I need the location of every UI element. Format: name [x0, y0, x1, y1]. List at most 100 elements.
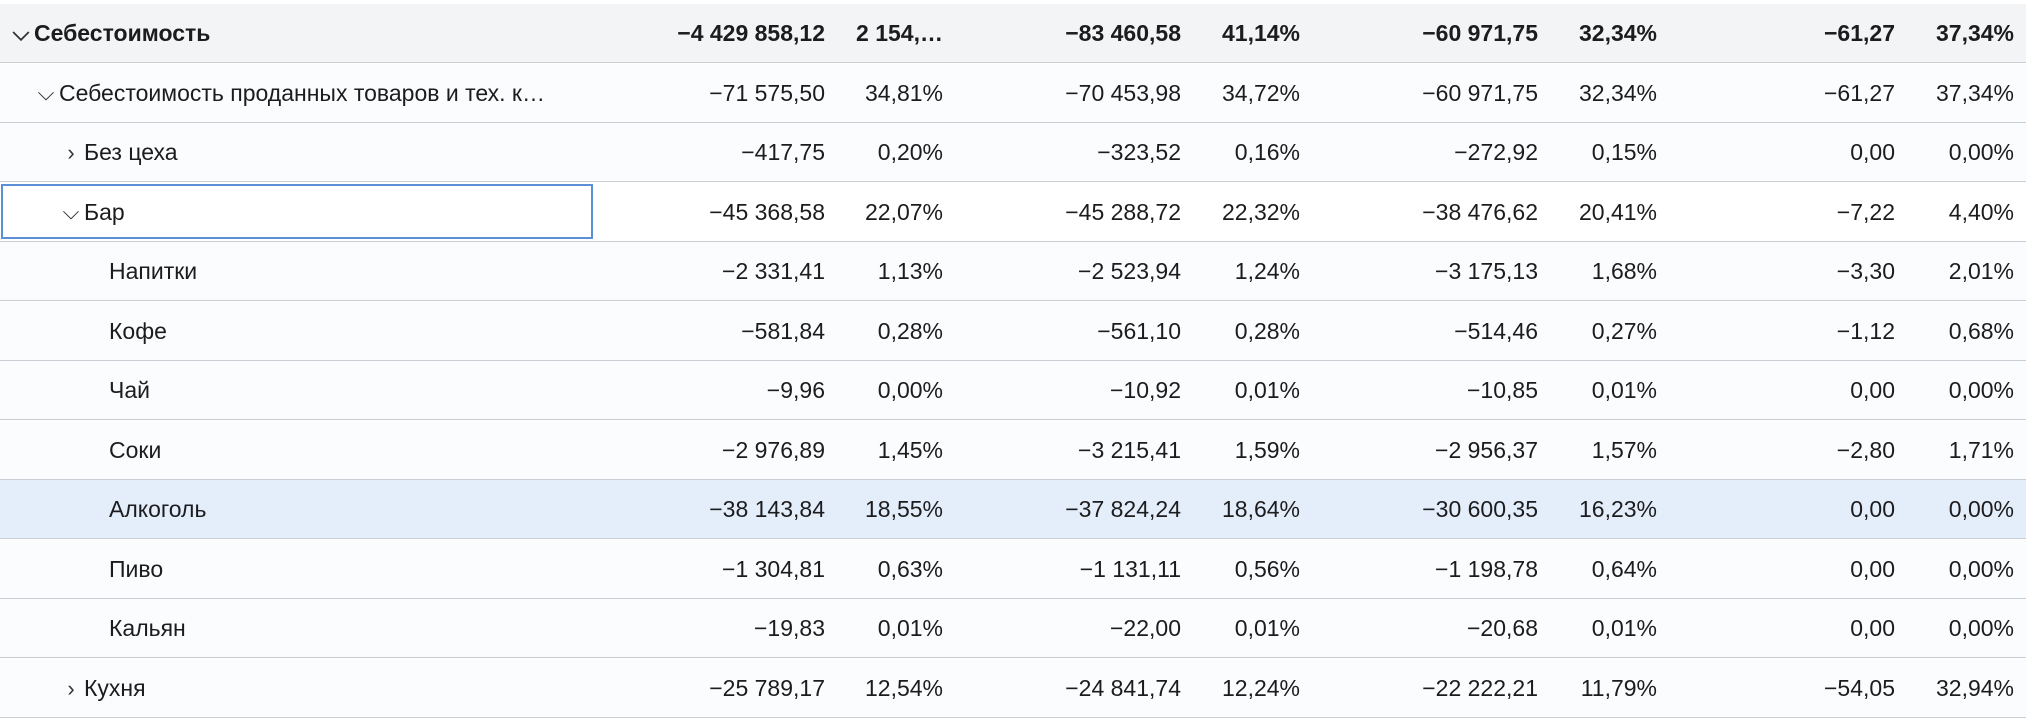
- row-name-cell[interactable]: ⌵ Себестоимость проданных товаров и тех. …: [0, 64, 631, 123]
- percent-4-cell: 1,71%: [1948, 436, 2014, 463]
- table-row[interactable]: Соки −2 976,89 1,45% −3 215,41 1,59% −2 956,3…: [0, 420, 2026, 480]
- percent-4-cell: 0,68%: [1948, 317, 2014, 344]
- percent-3-cell: 32,34%: [1578, 79, 1657, 106]
- row-name-cell[interactable]: › Кухня: [0, 659, 656, 718]
- table-row[interactable]: Кальян −19,83 0,01% −22,00 0,01% −20,68 0,01% 0…: [0, 599, 2026, 658]
- percent-2-cell: 0,01%: [1234, 615, 1300, 641]
- percent-2-cell: 1,59%: [1234, 436, 1300, 463]
- value-2-cell: −1 131,11: [1079, 555, 1181, 582]
- value-1-cell: −2 976,89: [722, 436, 825, 463]
- value-2-cell: −2 523,94: [1078, 258, 1181, 284]
- percent-3-cell: 0,64%: [1591, 555, 1657, 582]
- percent-2-cell: 0,01%: [1234, 377, 1300, 403]
- percent-2-cell: 0,28%: [1234, 317, 1300, 344]
- value-2-cell: −24 841,74: [1065, 674, 1181, 701]
- table-row[interactable]: Чай −9,96 0,00% −10,92 0,01% −10,85 0,01% 0,00 0…: [0, 361, 2026, 420]
- row-name-cell[interactable]: Напитки: [0, 242, 681, 301]
- value-4-cell: −61,27: [1824, 20, 1895, 46]
- percent-1-cell: 0,20%: [877, 139, 943, 165]
- value-4-cell: 0,00: [1850, 555, 1895, 582]
- percent-3-cell: 0,27%: [1591, 317, 1657, 344]
- value-4-cell: 0,00: [1850, 496, 1895, 522]
- percent-1-cell: 22,07%: [864, 198, 943, 225]
- percent-4-cell: 2,01%: [1948, 258, 2014, 284]
- chevron-down-icon[interactable]: ⌵: [12, 20, 30, 45]
- table-row[interactable]: ⌵ Бар −45 368,58 22,07% −45 288,72 22,32% −38 …: [0, 182, 2026, 242]
- value-1-cell: −45 368,58: [709, 198, 825, 225]
- percent-1-cell: 0,01%: [877, 615, 943, 641]
- value-2-cell: −561,10: [1097, 317, 1181, 344]
- row-label: Соки: [109, 436, 162, 463]
- row-name-cell[interactable]: Пиво: [0, 540, 681, 599]
- percent-1-cell: 0,63%: [877, 555, 943, 582]
- percent-1-cell: 1,45%: [877, 436, 943, 463]
- table-row[interactable]: Кофе −581,84 0,28% −561,10 0,28% −514,46 0,27%…: [0, 301, 2026, 361]
- value-4-cell: −61,27: [1824, 79, 1895, 106]
- percent-4-cell: 4,40%: [1948, 198, 2014, 225]
- percent-3-cell: 20,41%: [1578, 198, 1657, 225]
- percent-2-cell: 34,72%: [1221, 79, 1300, 106]
- row-name-cell[interactable]: ⌵ Себестоимость: [0, 4, 606, 63]
- value-1-cell: −1 304,81: [722, 555, 825, 582]
- row-name-cell[interactable]: › Без цеха: [0, 123, 656, 182]
- value-3-cell: −60 971,75: [1422, 79, 1538, 106]
- percent-2-cell: 0,16%: [1234, 139, 1300, 165]
- percent-1-cell: 34,81%: [864, 79, 943, 106]
- row-name-cell[interactable]: ⌵ Бар: [0, 183, 656, 242]
- percent-3-cell: 1,57%: [1591, 436, 1657, 463]
- percent-1-cell: 18,55%: [864, 496, 943, 522]
- value-3-cell: −22 222,21: [1422, 674, 1538, 701]
- table-row-total[interactable]: ⌵ Себестоимость −4 429 858,12 2 154,… −83 46…: [0, 4, 2026, 63]
- table-row[interactable]: › Без цеха −417,75 0,20% −323,52 0,16% −272,92…: [0, 123, 2026, 182]
- row-name-cell[interactable]: Чай: [0, 361, 681, 420]
- table-row[interactable]: Напитки −2 331,41 1,13% −2 523,94 1,24% −3 17…: [0, 242, 2026, 301]
- value-4-cell: 0,00: [1850, 139, 1895, 165]
- value-1-cell: −71 575,50: [709, 79, 825, 106]
- row-name-cell[interactable]: Соки: [0, 421, 681, 480]
- chevron-down-icon[interactable]: ⌵: [37, 79, 55, 105]
- row-name-cell[interactable]: Алкоголь: [0, 480, 681, 539]
- percent-4-cell: 37,34%: [1935, 79, 2014, 106]
- row-label: Пиво: [109, 555, 164, 582]
- value-3-cell: −514,46: [1454, 317, 1538, 344]
- chevron-right-icon[interactable]: ›: [67, 675, 75, 701]
- value-3-cell: −10,85: [1467, 377, 1538, 403]
- percent-2-cell: 22,32%: [1221, 198, 1300, 225]
- value-3-cell: −30 600,35: [1422, 496, 1538, 522]
- table-row[interactable]: Пиво −1 304,81 0,63% −1 131,11 0,56% −1 198,7…: [0, 539, 2026, 599]
- row-name-cell[interactable]: Кальян: [0, 599, 681, 658]
- row-label: Чай: [109, 377, 150, 403]
- row-label: Кофе: [109, 317, 167, 344]
- percent-1-cell: 12,54%: [864, 674, 943, 701]
- percent-2-cell: 0,56%: [1234, 555, 1300, 582]
- value-1-cell: −38 143,84: [709, 496, 825, 522]
- percent-3-cell: 32,34%: [1578, 20, 1657, 46]
- value-1-cell: −2 331,41: [722, 258, 825, 284]
- value-4-cell: −2,80: [1836, 436, 1895, 463]
- percent-2-cell: 18,64%: [1221, 496, 1300, 522]
- percent-3-cell: 0,01%: [1591, 377, 1657, 403]
- percent-4-cell: 0,00%: [1948, 555, 2014, 582]
- row-label: Кухня: [84, 674, 146, 701]
- table-row[interactable]: ⌵ Себестоимость проданных товаров и тех. …: [0, 63, 2026, 123]
- value-2-cell: −83 460,58: [1065, 20, 1181, 46]
- value-1-cell: −417,75: [741, 139, 825, 165]
- row-name-cell[interactable]: Кофе: [0, 302, 681, 361]
- value-2-cell: −323,52: [1097, 139, 1181, 165]
- percent-1-cell: 2 154,…: [856, 20, 943, 46]
- percent-4-cell: 32,94%: [1935, 674, 2014, 701]
- value-3-cell: −1 198,78: [1435, 555, 1538, 582]
- chevron-down-icon[interactable]: ⌵: [62, 198, 80, 224]
- value-2-cell: −45 288,72: [1065, 198, 1181, 225]
- value-3-cell: −2 956,37: [1435, 436, 1538, 463]
- table-row[interactable]: Алкоголь −38 143,84 18,55% −37 824,24 18,64%…: [0, 480, 2026, 539]
- table-row[interactable]: › Кухня −25 789,17 12,54% −24 841,74 12,24% −2…: [0, 658, 2026, 718]
- percent-2-cell: 12,24%: [1221, 674, 1300, 701]
- value-3-cell: −38 476,62: [1422, 198, 1538, 225]
- chevron-right-icon[interactable]: ›: [67, 140, 75, 165]
- percent-4-cell: 37,34%: [1935, 20, 2014, 46]
- row-label: Без цеха: [84, 139, 178, 165]
- row-label: Бар: [84, 198, 125, 225]
- value-2-cell: −10,92: [1110, 377, 1181, 403]
